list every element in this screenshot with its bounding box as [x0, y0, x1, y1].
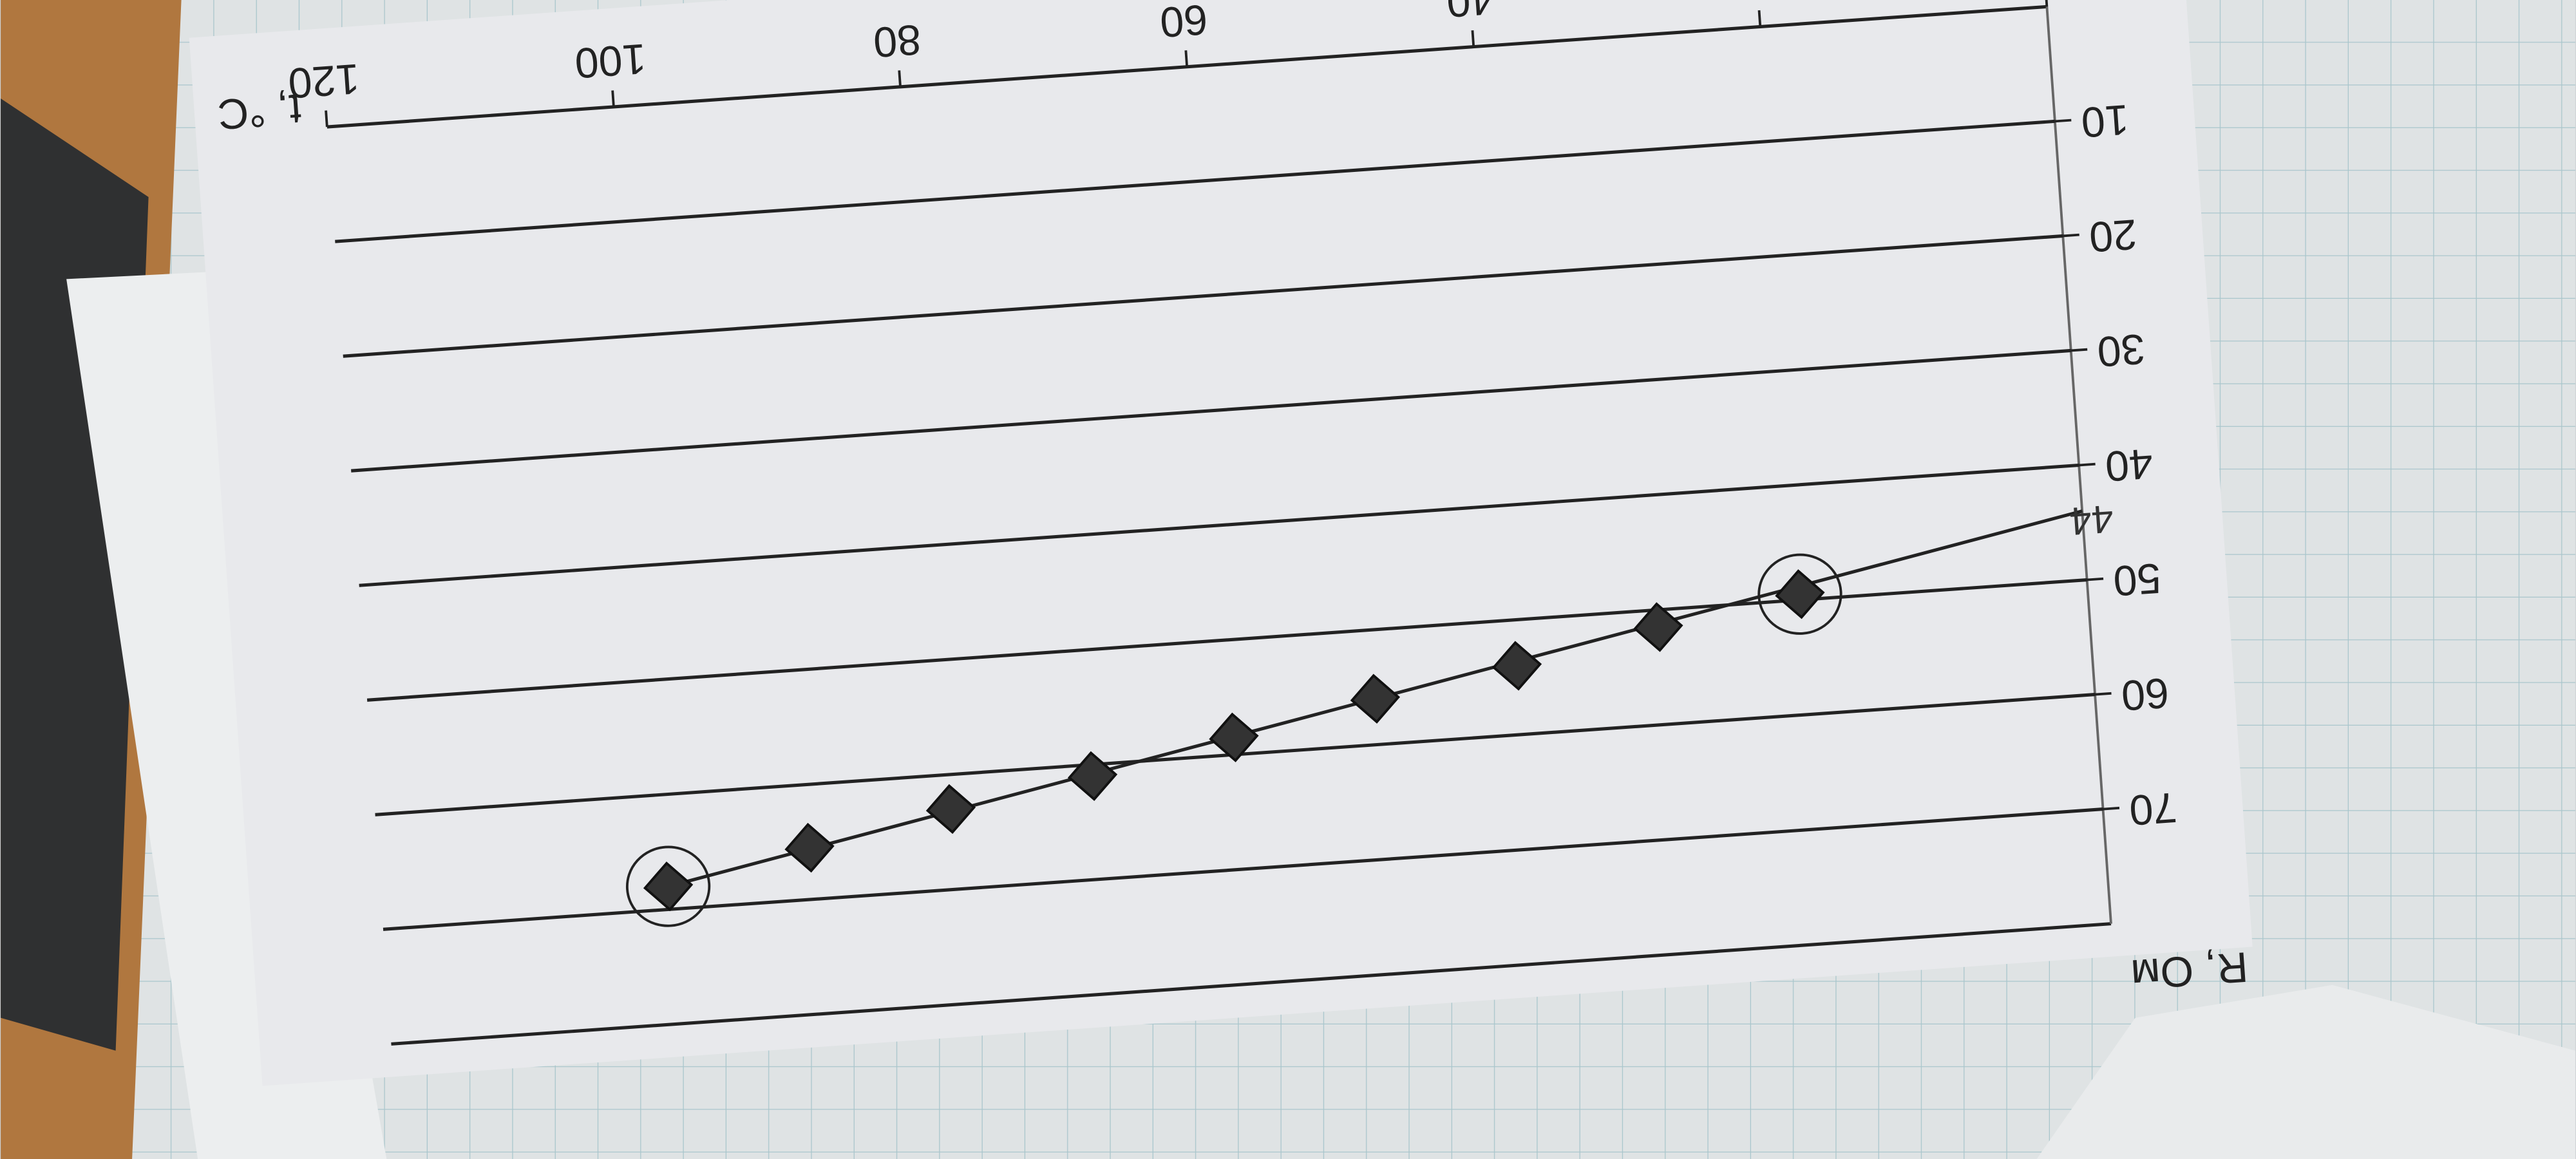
y-tick [2079, 462, 2096, 467]
x-tick [611, 90, 615, 108]
data-point [1350, 674, 1401, 724]
y-tick-label: 70 [2128, 783, 2179, 834]
y-tick-label: 10 [2079, 95, 2130, 146]
sheet-corner [2036, 985, 2575, 1159]
x-axis-label: t, °C [216, 85, 303, 138]
y-tick [2103, 806, 2120, 811]
x-tick [1184, 50, 1189, 67]
x-tick-label: 100 [573, 34, 647, 87]
grid-line [335, 119, 2056, 243]
grid-line [351, 348, 2071, 473]
x-tick [1471, 30, 1475, 47]
x-tick-label: 40 [1445, 0, 1496, 26]
grid-line [343, 234, 2063, 358]
x-tick-label: 120 [287, 54, 361, 107]
printout [189, 0, 2253, 1086]
y-tick-label: 60 [2120, 668, 2171, 719]
data-point [1633, 602, 1683, 652]
hand-circle [625, 845, 711, 927]
data-point [784, 822, 835, 873]
data-point [1067, 751, 1118, 801]
annotation: 44 [2068, 496, 2115, 543]
x-tick [325, 110, 328, 127]
x-tick [2044, 0, 2049, 7]
data-point [643, 861, 694, 912]
grid-line [359, 463, 2079, 587]
y-tick-label: 30 [2096, 325, 2146, 375]
chart: 10203040506070020406080100120t, °CR, Ом4… [189, 0, 2253, 1086]
y-axis-label: R, Ом [2129, 943, 2249, 999]
data-point [1492, 641, 1542, 691]
x-tick [1757, 10, 1762, 27]
x-tick [898, 70, 902, 87]
y-tick [2094, 692, 2112, 696]
y-tick [2054, 118, 2072, 123]
y-tick-label: 40 [2104, 439, 2155, 490]
top-border [391, 922, 2112, 1046]
y-tick [2070, 348, 2088, 352]
data-point [1775, 569, 1825, 619]
hand-circle [1757, 553, 1842, 635]
x-tick-label: 80 [872, 15, 923, 66]
data-point [1209, 712, 1259, 762]
y-tick-label: 50 [2112, 554, 2163, 605]
x-tick-label: 20 [1732, 0, 1783, 6]
y-tick [2063, 233, 2079, 238]
x-tick-label: 60 [1159, 0, 1209, 46]
y-tick [2087, 577, 2104, 581]
y-tick-label: 20 [2088, 210, 2139, 261]
data-point [925, 784, 976, 834]
